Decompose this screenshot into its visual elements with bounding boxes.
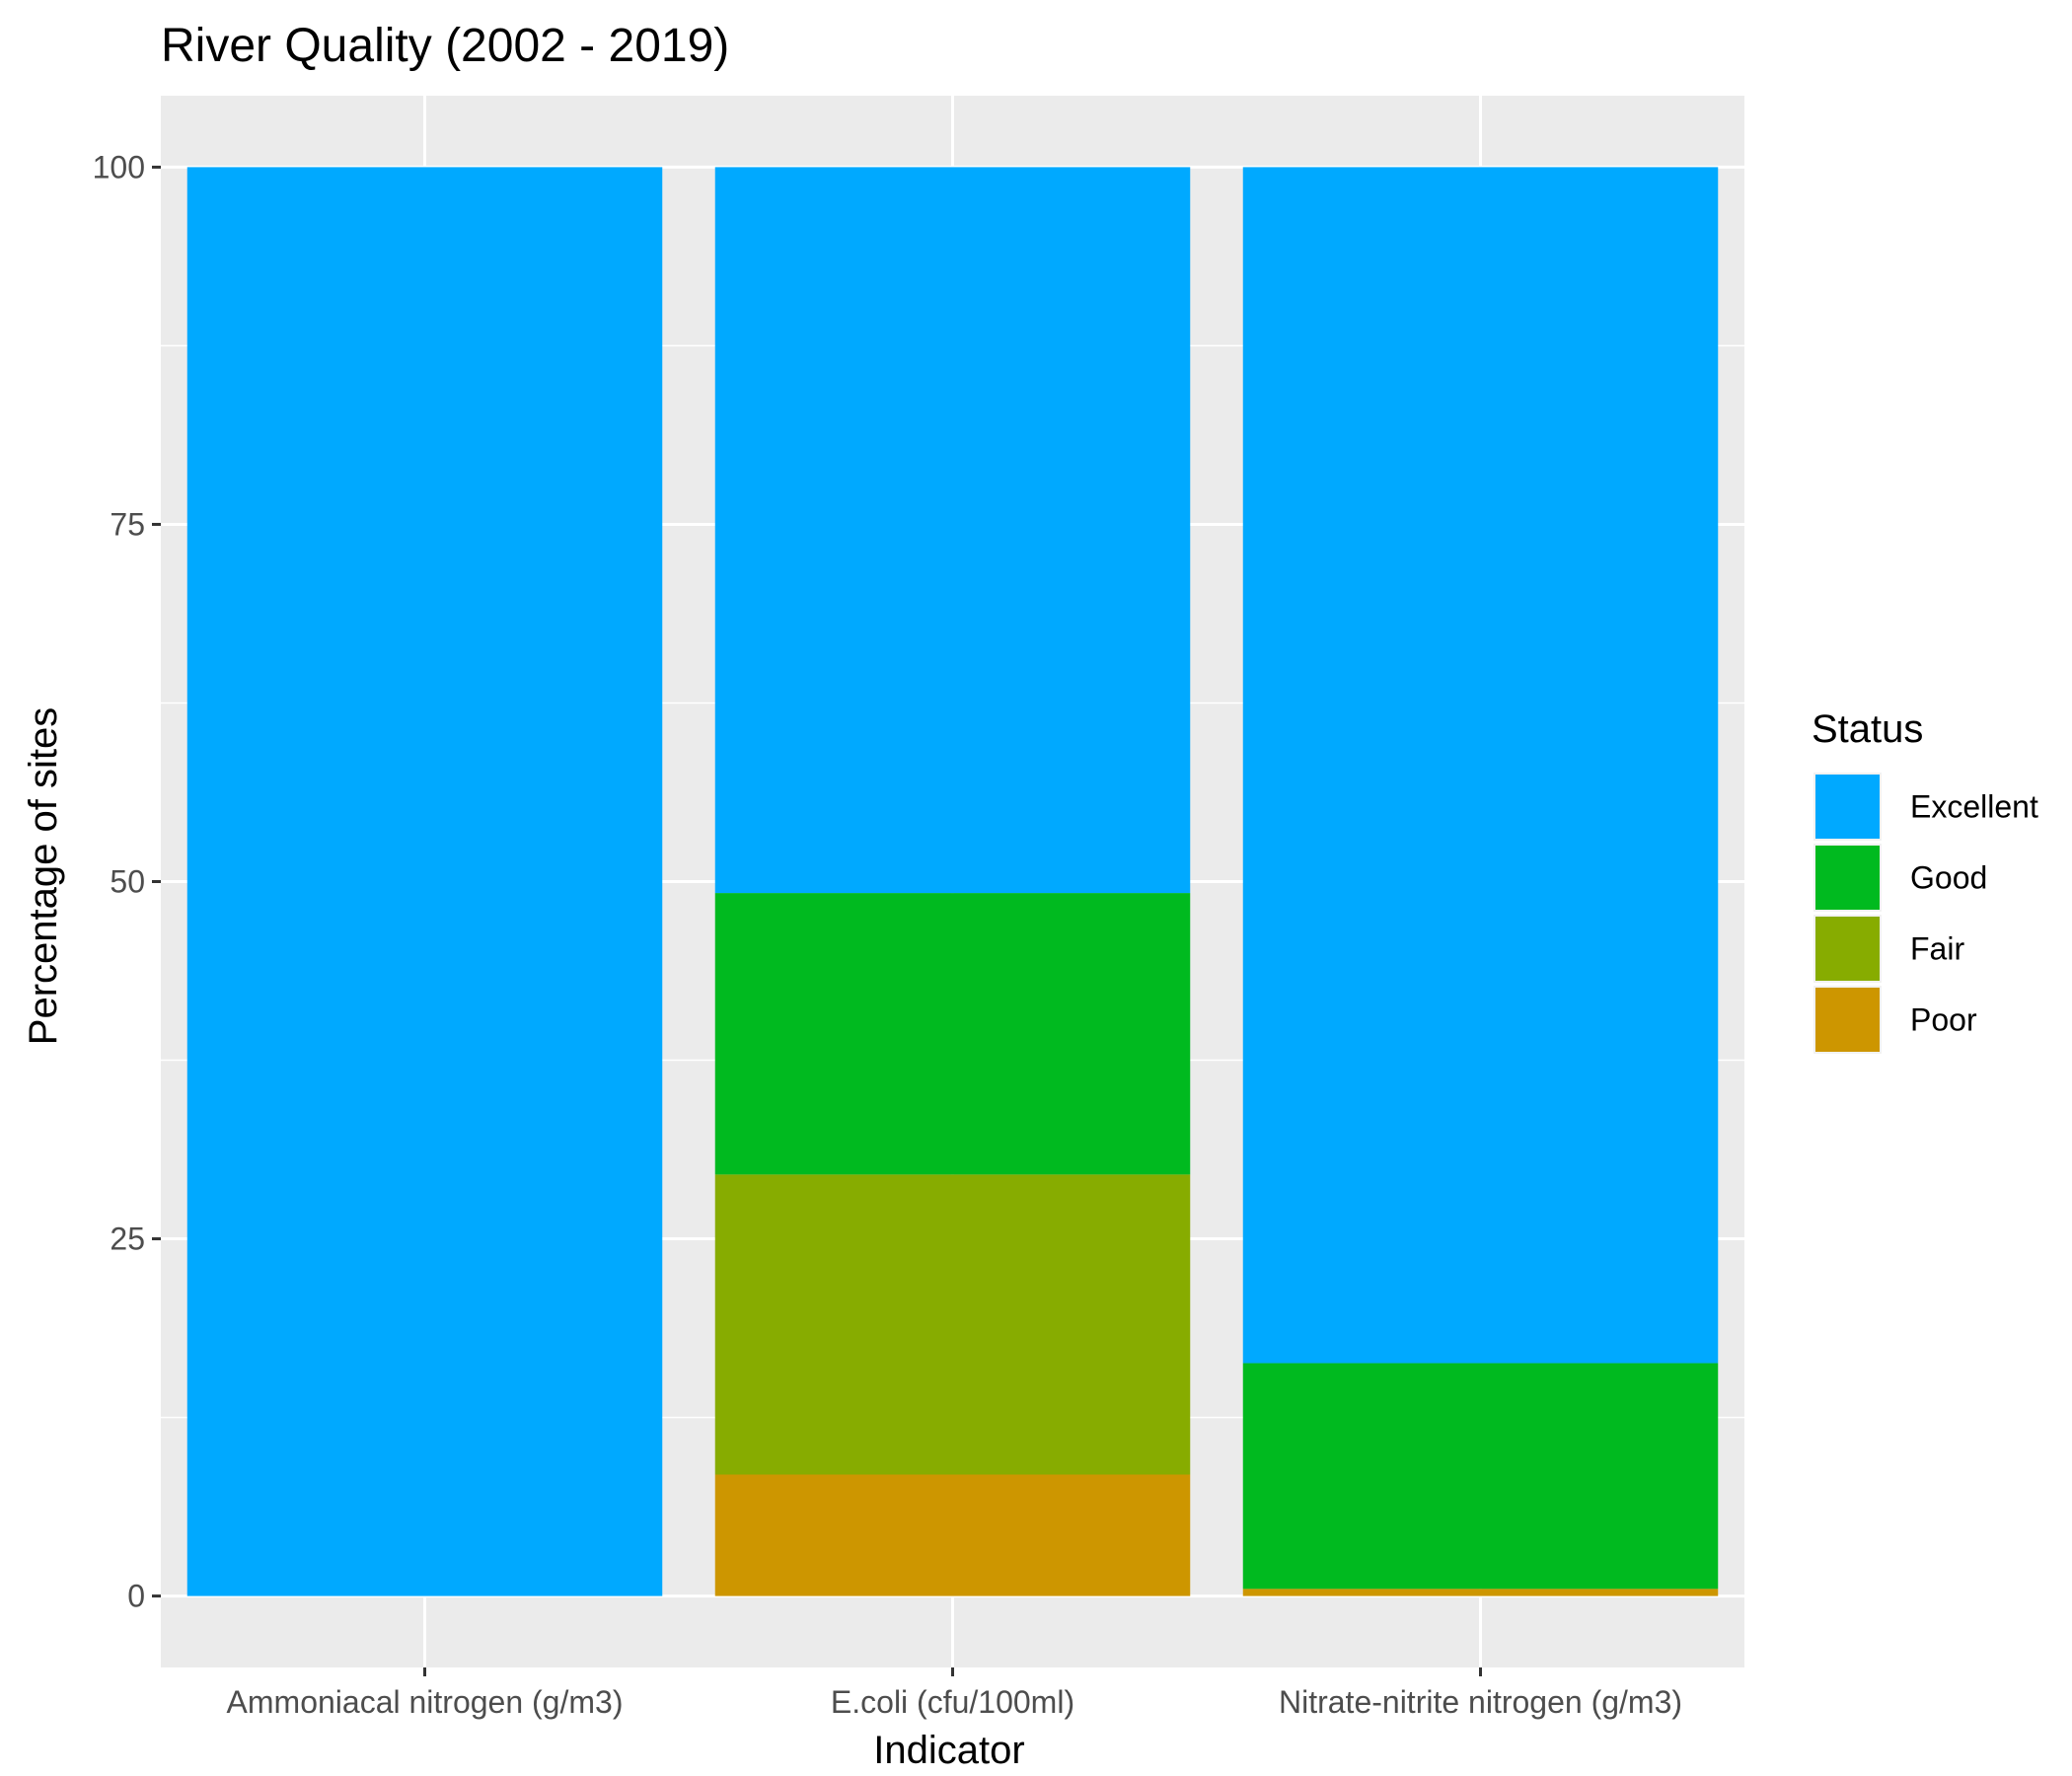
legend-swatch-fair <box>1815 917 1880 981</box>
bar-segment-excellent <box>1242 167 1719 1364</box>
y-axis-title: Percentage of sites <box>22 707 65 1045</box>
bar-segment-good <box>714 893 1191 1175</box>
x-tick-label: Nitrate-nitrite nitrogen (g/m3) <box>1279 1684 1682 1720</box>
y-axis: 0 25 50 75 100 <box>93 149 161 1614</box>
legend-title: Status <box>1812 707 1923 751</box>
legend-label-fair: Fair <box>1910 931 1964 967</box>
y-tick-label: 0 <box>127 1579 145 1614</box>
y-tick-label: 75 <box>110 506 145 542</box>
bar-segment-good <box>1242 1363 1719 1590</box>
legend-label-poor: Poor <box>1910 1002 1977 1038</box>
legend-swatch-good <box>1815 846 1880 910</box>
bar-segment-excellent <box>714 167 1191 894</box>
x-axis: Ammoniacal nitrogen (g/m3) E.coli (cfu/10… <box>227 1667 1682 1720</box>
y-tick-label: 25 <box>110 1221 145 1257</box>
bar-segment-poor <box>1242 1589 1719 1596</box>
x-axis-title: Indicator <box>873 1729 1024 1772</box>
bar-segment-poor <box>714 1474 1191 1596</box>
bars <box>186 167 1719 1596</box>
chart-title: River Quality (2002 - 2019) <box>161 20 729 72</box>
x-tick-label: Ammoniacal nitrogen (g/m3) <box>227 1684 624 1720</box>
y-tick-label: 50 <box>110 864 145 900</box>
legend-swatch-excellent <box>1815 775 1880 839</box>
legend: Status Excellent Good Fair Poor <box>1812 707 2038 1054</box>
legend-swatch-poor <box>1815 988 1880 1052</box>
bar-segment-excellent <box>186 167 663 1596</box>
bar-segment-fair <box>714 1174 1191 1475</box>
legend-label-good: Good <box>1910 860 1987 896</box>
legend-label-excellent: Excellent <box>1910 789 2038 825</box>
y-tick-label: 100 <box>93 149 145 185</box>
x-tick-label: E.coli (cfu/100ml) <box>831 1684 1074 1720</box>
